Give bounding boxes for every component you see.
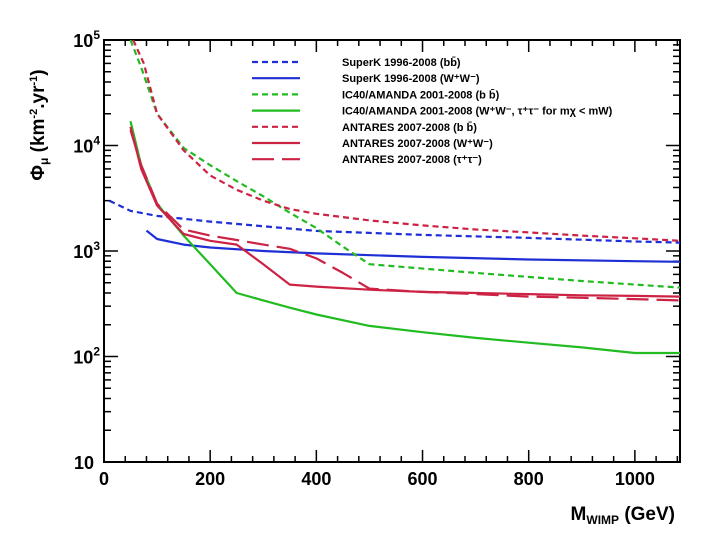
series-line-2	[145, 229, 680, 263]
y-axis-title-mu: μ	[37, 158, 51, 165]
y-tick-label: 103	[73, 239, 100, 262]
x-axis-title-sub: WIMP	[586, 513, 619, 527]
y-tick-base: 10	[73, 242, 93, 262]
y-axis-title-mid: .yr	[28, 85, 49, 109]
series-lines	[108, 40, 680, 355]
axis-ticks	[103, 40, 680, 463]
legend-label-5: ANTARES 2007-2008 (b b̄)	[342, 122, 477, 134]
y-tick-exponent: 5	[93, 28, 100, 42]
x-tick-label: 400	[301, 469, 331, 489]
plot-frame	[103, 39, 681, 463]
y-tick-label: 105	[73, 28, 100, 51]
y-axis-title-phi: Φ	[28, 165, 49, 181]
x-tick-label: 600	[408, 469, 438, 489]
legend-label-6: ANTARES 2007-2008 (W⁺W⁻)	[342, 138, 493, 150]
x-tick-label: 1000	[615, 469, 655, 489]
x-tick-label: 800	[514, 469, 544, 489]
y-tick-exponent: 3	[93, 239, 100, 253]
y-tick-base: 10	[73, 137, 93, 157]
legend: SuperK 1996-2008 (bb̄) SuperK 1996-2008 (…	[252, 57, 613, 166]
y-axis-title-rest: (km	[28, 119, 49, 158]
y-tick-label: 104	[73, 134, 100, 157]
x-tick-label: 200	[195, 469, 225, 489]
x-axis-title-main: M	[571, 504, 587, 525]
y-axis-title: Φμ (km-2.yr-1)	[28, 69, 51, 180]
y-tick-label: 102	[73, 345, 100, 368]
legend-label-4: IC40/AMANDA 2001-2008 (W⁺W⁻, τ⁺τ⁻ for mχ…	[342, 106, 613, 118]
series-line-6	[129, 126, 680, 298]
x-tick-label: 0	[99, 469, 109, 489]
plot-area-border	[103, 39, 681, 463]
x-axis-title: MWIMP (GeV)	[571, 504, 675, 527]
x-axis-title-unit: (GeV)	[619, 504, 675, 525]
y-axis-title-close: )	[28, 69, 49, 75]
legend-label-1: SuperK 1996-2008 (bb̄)	[342, 57, 461, 69]
y-tick-base: 10	[74, 453, 94, 473]
series-line-5	[132, 40, 680, 242]
y-tick-base: 10	[73, 348, 93, 368]
y-tick-base: 10	[73, 31, 93, 51]
y-tick-label: 10	[74, 453, 94, 473]
legend-label-2: SuperK 1996-2008 (W⁺W⁻)	[342, 73, 480, 85]
series-line-7	[129, 129, 680, 302]
series-line-1	[108, 199, 680, 244]
legend-label-7: ANTARES 2007-2008 (τ⁺τ⁻)	[342, 154, 482, 166]
y-tick-exponent: 2	[93, 345, 100, 359]
legend-label-3: IC40/AMANDA 2001-2008 (b b̄)	[342, 89, 500, 101]
y-axis-title-exp1: -2	[28, 109, 40, 119]
y-tick-exponent: 4	[93, 134, 100, 148]
y-axis-title-exp2: -1	[28, 76, 40, 86]
